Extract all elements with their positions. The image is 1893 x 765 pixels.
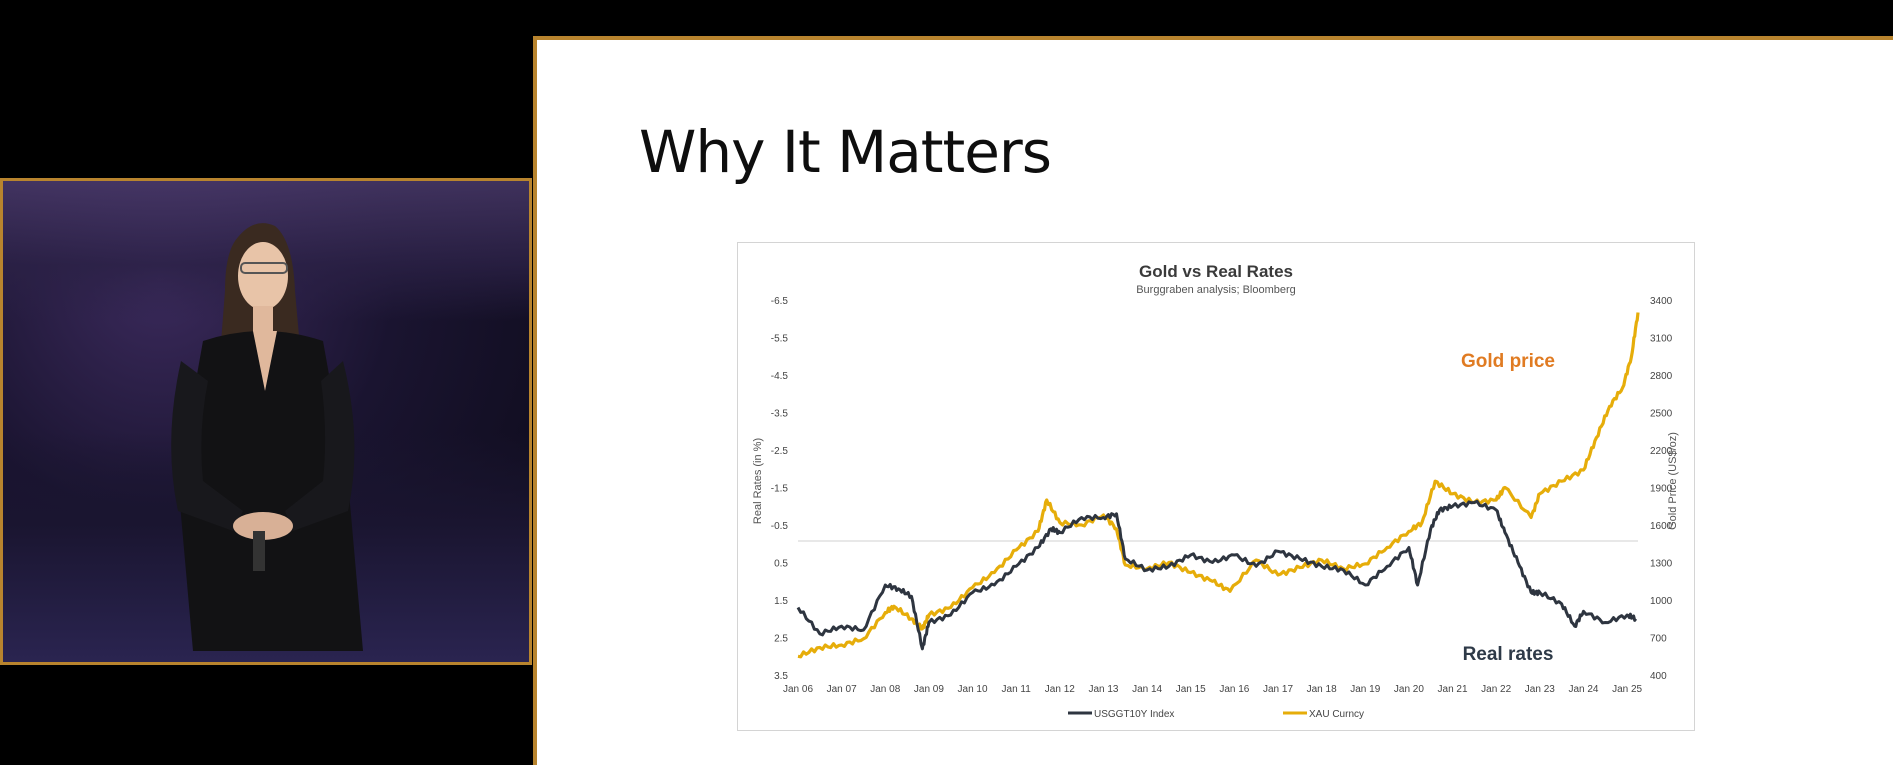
right-tick-label: 1300 xyxy=(1650,559,1673,570)
slide-title: Why It Matters xyxy=(639,118,1052,186)
x-tick-label: Jan 07 xyxy=(827,684,857,695)
x-tick-label: Jan 17 xyxy=(1263,684,1293,695)
x-tick-label: Jan 20 xyxy=(1394,684,1424,695)
x-tick-label: Jan 12 xyxy=(1045,684,1075,695)
left-tick-label: -0.5 xyxy=(771,521,789,532)
x-axis-ticks: Jan 06 Jan 07 Jan 08 Jan 09 Jan 10 Jan 11 Jan … xyxy=(783,684,1643,695)
right-axis-label: Gold Price (US$/oz) xyxy=(1667,432,1679,530)
gold-vs-real-rates-chart: Gold vs Real Rates Burggraben analysis; … xyxy=(752,262,1679,720)
left-tick-label: 3.5 xyxy=(774,671,788,682)
x-tick-label: Jan 19 xyxy=(1350,684,1380,695)
x-tick-label: Jan 23 xyxy=(1525,684,1555,695)
left-tick-label: -3.5 xyxy=(771,409,789,420)
legend-label: XAU Curncy xyxy=(1309,709,1364,720)
right-tick-label: 1900 xyxy=(1650,484,1673,495)
chart-title: Gold vs Real Rates xyxy=(1139,262,1293,281)
right-tick-label: 400 xyxy=(1650,671,1667,682)
left-axis-label: Real Rates (in %) xyxy=(752,438,764,524)
right-tick-label: 3100 xyxy=(1650,334,1673,345)
series-layer xyxy=(796,312,1640,659)
real-rates-line xyxy=(796,499,1638,651)
speaker-figure xyxy=(171,223,363,651)
x-tick-label: Jan 13 xyxy=(1088,684,1118,695)
x-tick-label: Jan 08 xyxy=(870,684,900,695)
left-tick-label: -4.5 xyxy=(771,371,789,382)
real-rates-annotation: Real rates xyxy=(1463,644,1554,665)
x-tick-label: Jan 16 xyxy=(1219,684,1249,695)
x-tick-label: Jan 06 xyxy=(783,684,813,695)
left-tick-label: -6.5 xyxy=(771,296,789,307)
speaker-video xyxy=(0,178,532,665)
left-tick-label: -1.5 xyxy=(771,484,789,495)
right-axis-ticks: 400 700 1000 1300 1600 1900 2200 2500 2800 3100 34… xyxy=(1650,296,1673,682)
left-tick-label: -2.5 xyxy=(771,446,789,457)
left-axis-ticks: -6.5 -5.5 -4.5 -3.5 -2.5 -1.5 -0.5 0.5 1.5 2.5 3.5 xyxy=(771,296,789,682)
x-tick-label: Jan 11 xyxy=(1002,684,1032,695)
right-tick-label: 700 xyxy=(1650,634,1667,645)
x-tick-label: Jan 24 xyxy=(1568,684,1598,695)
right-tick-label: 1000 xyxy=(1650,596,1673,607)
right-tick-label: 3400 xyxy=(1650,296,1673,307)
x-tick-label: Jan 10 xyxy=(958,684,988,695)
x-tick-label: Jan 15 xyxy=(1176,684,1206,695)
right-tick-label: 2200 xyxy=(1650,446,1673,457)
left-tick-label: 2.5 xyxy=(774,634,788,645)
left-tick-label: 1.5 xyxy=(774,596,788,607)
gold-price-line xyxy=(797,312,1640,659)
chart-legend: USGGT10Y Index XAU Curncy xyxy=(1068,709,1364,720)
x-tick-label: Jan 25 xyxy=(1612,684,1642,695)
left-tick-label: -5.5 xyxy=(771,334,789,345)
x-tick-label: Jan 14 xyxy=(1132,684,1162,695)
left-tick-label: 0.5 xyxy=(774,559,788,570)
right-tick-label: 2800 xyxy=(1650,371,1673,382)
legend-label: USGGT10Y Index xyxy=(1094,709,1174,720)
chart-subtitle: Burggraben analysis; Bloomberg xyxy=(1136,284,1296,296)
x-tick-label: Jan 21 xyxy=(1438,684,1468,695)
gold-price-annotation: Gold price xyxy=(1461,351,1555,372)
x-tick-label: Jan 09 xyxy=(914,684,944,695)
chart-frame: Gold vs Real Rates Burggraben analysis; … xyxy=(737,242,1695,731)
x-tick-label: Jan 22 xyxy=(1481,684,1511,695)
right-tick-label: 1600 xyxy=(1650,521,1673,532)
x-tick-label: Jan 18 xyxy=(1307,684,1337,695)
right-tick-label: 2500 xyxy=(1650,409,1673,420)
